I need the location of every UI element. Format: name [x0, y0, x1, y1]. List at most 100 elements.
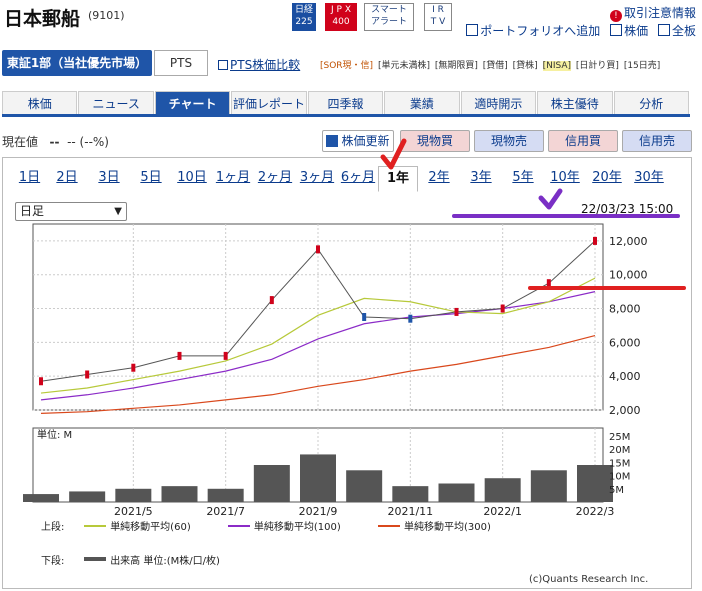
- period-2m[interactable]: 2ヶ月: [257, 170, 293, 185]
- period-3d[interactable]: 3日: [98, 170, 120, 185]
- tag-stock-lending: [貸株]: [512, 61, 538, 71]
- price-candle: [269, 296, 274, 305]
- period-2y[interactable]: 2年: [428, 170, 450, 185]
- legend-upper: 上段: 単純移動平均(60) 単純移動平均(100) 単純移動平均(300): [41, 518, 517, 533]
- volume-tick-label: 5M: [609, 485, 624, 496]
- tag-lending: [貸借]: [482, 61, 508, 71]
- y-tick-label: 4,000: [609, 370, 641, 383]
- copyright: (c)Quants Research Inc.: [529, 574, 649, 585]
- volume-bar: [346, 470, 383, 502]
- tab-news[interactable]: ニュース: [78, 91, 154, 114]
- tag-daytrade: [日計り買]: [575, 61, 619, 71]
- margin-buy-button[interactable]: 信用買: [548, 130, 618, 152]
- x-tick-label: 2021/7: [206, 505, 245, 518]
- price-candle: [131, 363, 136, 372]
- period-20y[interactable]: 20年: [592, 170, 622, 185]
- cash-buy-button[interactable]: 現物買: [400, 130, 470, 152]
- volume-tick-label: 10M: [609, 472, 630, 483]
- volume-bar: [115, 488, 152, 502]
- price-candle: [177, 351, 182, 360]
- market-pts-button[interactable]: PTS: [154, 50, 208, 76]
- x-tick-label: 2021/5: [114, 505, 153, 518]
- volume-tick-label: 25M: [609, 432, 630, 443]
- chart-timestamp: 22/03/23 15:00: [581, 202, 674, 216]
- period-tabs: 1日 2日 3日 5日 10日 1ヶ月 2ヶ月 3ヶ月 6ヶ月 1年 2年 3年…: [13, 166, 670, 192]
- pts-compare-link[interactable]: PTS株価比較: [218, 56, 300, 73]
- portfolio-link[interactable]: ポートフォリオへ追加: [466, 22, 600, 39]
- period-10y[interactable]: 10年: [550, 170, 580, 185]
- volume-bar: [161, 486, 198, 502]
- volume-bar: [530, 470, 567, 502]
- volume-bar: [300, 454, 336, 502]
- trade-alert-link[interactable]: ! 取引注意情報: [609, 4, 696, 22]
- board-link[interactable]: 全板: [657, 22, 696, 39]
- refresh-icon: [326, 135, 339, 147]
- period-1d[interactable]: 1日: [18, 170, 41, 185]
- price-candle: [500, 304, 505, 313]
- tab-price[interactable]: 株価: [2, 91, 78, 114]
- volume-bar: [23, 494, 59, 502]
- volume-bar: [392, 486, 429, 502]
- period-5d[interactable]: 5日: [140, 170, 162, 185]
- market-primary-button[interactable]: 東証1部（当社優先市場）: [2, 50, 152, 76]
- legend-ma60: 単純移動平均(60): [76, 518, 191, 533]
- legend-volume: 出来高 単位:(M株/口/枚): [76, 552, 220, 567]
- period-1m[interactable]: 1ヶ月: [215, 170, 251, 185]
- alert-icon: !: [609, 10, 622, 22]
- nikkei225-badge[interactable]: 日経 225: [292, 3, 316, 31]
- volume-bar: [69, 491, 106, 502]
- price-candle: [454, 307, 459, 316]
- volume-tick-label: 15M: [609, 458, 630, 469]
- price-candle: [546, 279, 551, 288]
- stock-code: (9101): [88, 9, 125, 22]
- tab-disclosure[interactable]: 適時開示: [460, 91, 537, 114]
- chevron-down-icon: ▼: [114, 206, 122, 217]
- legend-ma300: 単純移動平均(300): [370, 518, 491, 533]
- tab-earnings[interactable]: 業績: [384, 91, 460, 114]
- period-5y[interactable]: 5年: [512, 170, 534, 185]
- x-tick-label: 2022/3: [576, 505, 615, 518]
- tab-shikiho[interactable]: 四季報: [307, 91, 384, 114]
- volume-bar: [438, 483, 475, 502]
- x-tick-label: 2021/11: [387, 505, 433, 518]
- period-6m[interactable]: 6ヶ月: [340, 170, 376, 185]
- tab-analysis[interactable]: 分析: [613, 91, 689, 114]
- legend-volume-swatch: [84, 557, 107, 561]
- period-3m[interactable]: 3ヶ月: [299, 170, 335, 185]
- cash-sell-button[interactable]: 現物売: [474, 130, 544, 152]
- interval-select[interactable]: 日足 ▼: [15, 202, 127, 221]
- volume-unit-label: 単位: M: [37, 428, 72, 441]
- tab-chart[interactable]: チャート: [154, 91, 231, 114]
- y-tick-label: 8,000: [609, 303, 641, 316]
- legend-lower: 下段: 出来高 単位:(M株/口/枚): [41, 552, 246, 567]
- tag-unlimited: [無期限買]: [434, 61, 478, 71]
- price-row: 現在値 -- -- (--%) 株価更新 現物買 現物売 信用買 信用売: [2, 130, 692, 152]
- x-tick-label: 2021/9: [299, 505, 338, 518]
- irtv-badge[interactable]: I R T V: [424, 3, 452, 31]
- chart-panel: 1日 2日 3日 5日 10日 1ヶ月 2ヶ月 3ヶ月 6ヶ月 1年 2年 3年…: [2, 157, 692, 589]
- price-candle: [39, 377, 43, 386]
- tag-odd-lot: [単元未満株]: [377, 61, 430, 71]
- period-10d[interactable]: 10日: [177, 170, 207, 185]
- period-3y[interactable]: 3年: [470, 170, 492, 185]
- jpx400-badge[interactable]: J P X 400: [325, 3, 357, 31]
- price-update-button[interactable]: 株価更新: [322, 130, 394, 152]
- tab-report[interactable]: 評価レポート: [231, 91, 307, 114]
- smart-alert-badge[interactable]: スマート アラート: [364, 3, 414, 31]
- price-icon: [610, 24, 623, 36]
- legend-ma100: 単純移動平均(100): [220, 518, 341, 533]
- tab-benefits[interactable]: 株主優待: [537, 91, 613, 114]
- stock-chart[interactable]: 2,000 4,000 6,000 8,000 10,000 12,000 2021/5 20…: [3, 158, 691, 518]
- volume-bar: [577, 465, 613, 502]
- legend-ma60-swatch: [84, 525, 107, 527]
- margin-sell-button[interactable]: 信用売: [622, 130, 692, 152]
- period-2d[interactable]: 2日: [56, 170, 78, 185]
- alert-link-row: ! 取引注意情報: [604, 4, 696, 22]
- period-30y[interactable]: 30年: [634, 170, 664, 185]
- legend-ma100-swatch: [227, 525, 250, 527]
- y-tick-label: 6,000: [609, 336, 641, 349]
- price-candle: [85, 370, 90, 379]
- window-icon: [218, 60, 228, 70]
- price-link[interactable]: 株価: [610, 22, 648, 39]
- price-candle: [316, 245, 320, 254]
